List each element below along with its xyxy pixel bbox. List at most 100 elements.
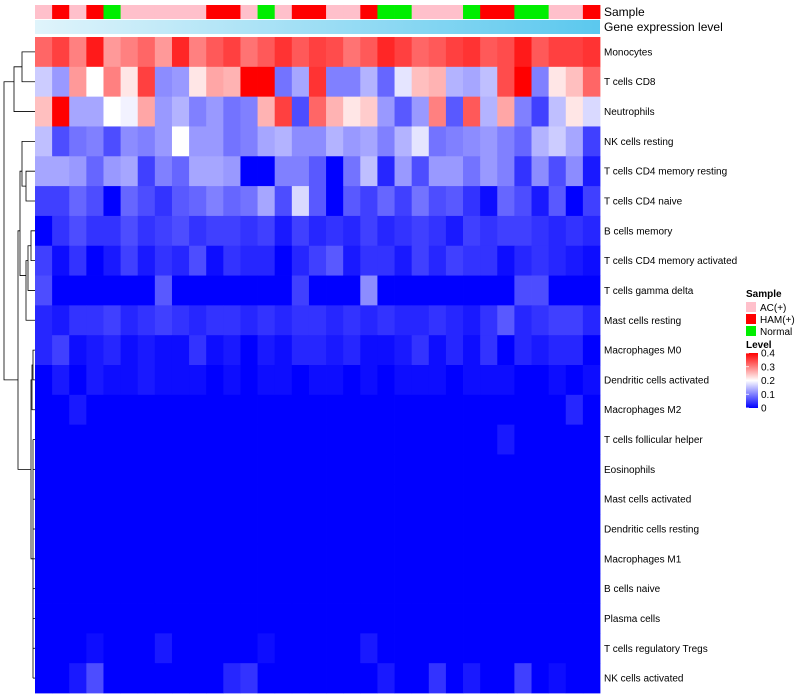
heatmap-cell bbox=[171, 663, 190, 694]
heatmap-cell bbox=[154, 186, 173, 217]
heatmap-cell bbox=[497, 96, 515, 127]
heatmap-cell bbox=[411, 543, 430, 575]
heatmap-cell bbox=[103, 245, 121, 276]
heatmap-cell bbox=[428, 305, 447, 336]
heatmap-cell bbox=[189, 424, 207, 455]
sample-cell-ac bbox=[274, 5, 293, 19]
heatmap-cell bbox=[514, 633, 532, 664]
heatmap-cell bbox=[445, 245, 464, 276]
sample-cell-ham bbox=[206, 5, 224, 19]
heatmap-cell bbox=[223, 126, 241, 157]
heatmap-cell bbox=[411, 365, 430, 396]
heatmap-cell bbox=[531, 126, 550, 157]
heatmap-cell bbox=[377, 66, 395, 98]
heatmap-cell bbox=[240, 245, 258, 276]
heatmap-cell bbox=[69, 215, 87, 247]
heatmap-cell bbox=[274, 394, 293, 426]
legend-sample: Sample AC(+)HAM(+)Normal bbox=[746, 289, 795, 338]
heatmap-cell bbox=[291, 186, 310, 217]
heatmap-cell bbox=[497, 633, 515, 664]
heatmap-cell bbox=[171, 633, 190, 664]
heatmap-cell bbox=[463, 663, 481, 694]
heatmap-cell bbox=[326, 186, 344, 217]
heatmap-cell bbox=[35, 603, 53, 634]
heatmap-cell bbox=[223, 215, 241, 247]
heatmap-cell bbox=[120, 633, 139, 664]
heatmap-cell bbox=[154, 543, 173, 575]
heatmap-cell bbox=[480, 603, 498, 634]
heatmap-cell bbox=[223, 245, 241, 276]
heatmap-cell bbox=[360, 66, 378, 98]
heatmap-cell bbox=[360, 454, 378, 485]
heatmap-cell bbox=[35, 186, 53, 217]
heatmap-cell bbox=[86, 156, 104, 187]
dendrogram-branch bbox=[17, 230, 31, 470]
heatmap-cell bbox=[326, 66, 344, 98]
heatmap-cell bbox=[308, 394, 327, 426]
heatmap-cell bbox=[103, 215, 121, 247]
heatmap-cell bbox=[137, 335, 156, 366]
heatmap-cell bbox=[411, 454, 430, 485]
heatmap-cell bbox=[497, 573, 515, 604]
heatmap-cell bbox=[240, 66, 258, 98]
heatmap-cell bbox=[445, 275, 464, 306]
heatmap-cell bbox=[360, 335, 378, 366]
heatmap-cell bbox=[343, 454, 361, 485]
heatmap-cell bbox=[463, 305, 481, 336]
heatmap-cell bbox=[445, 663, 464, 694]
heatmap-cell bbox=[360, 215, 378, 247]
heatmap-cell bbox=[548, 573, 567, 604]
heatmap-cell bbox=[69, 514, 87, 545]
heatmap-cell bbox=[171, 573, 190, 604]
heatmap-cell bbox=[377, 37, 395, 68]
heatmap-cell bbox=[257, 514, 276, 545]
heatmap-cell bbox=[240, 365, 258, 396]
sample-cell-ac bbox=[171, 5, 190, 19]
heatmap-cell bbox=[326, 663, 344, 694]
heatmap-cell bbox=[189, 96, 207, 127]
heatmap-cell bbox=[480, 365, 498, 396]
heatmap-cell bbox=[308, 126, 327, 157]
heatmap-cell bbox=[240, 96, 258, 127]
heatmap-cell bbox=[223, 603, 241, 634]
heatmap-cell bbox=[257, 215, 276, 247]
heatmap-cell bbox=[86, 633, 104, 664]
heatmap-cell bbox=[480, 514, 498, 545]
heatmap-cell bbox=[565, 215, 584, 247]
heatmap-cell bbox=[308, 603, 327, 634]
heatmap-cell bbox=[582, 186, 601, 217]
heatmap-cell bbox=[120, 663, 139, 694]
heatmap-cell bbox=[257, 543, 276, 575]
heatmap-cell bbox=[463, 365, 481, 396]
heatmap-cell bbox=[137, 543, 156, 575]
annotation-label-expression: Gene expression level bbox=[604, 20, 723, 34]
heatmap-cell bbox=[257, 424, 276, 455]
heatmap-cell bbox=[343, 305, 361, 336]
dendrogram-branch bbox=[3, 81, 18, 381]
heatmap-cell bbox=[582, 245, 601, 276]
heatmap-cell bbox=[377, 454, 395, 485]
heatmap-cell bbox=[548, 186, 567, 217]
heatmap-cell bbox=[86, 543, 104, 575]
heatmap-cell bbox=[240, 126, 258, 157]
heatmap-cell bbox=[360, 484, 378, 515]
heatmap-cell bbox=[206, 186, 224, 217]
heatmap-cell bbox=[52, 305, 70, 336]
heatmap-cell bbox=[171, 454, 190, 485]
heatmap-cell bbox=[377, 424, 395, 455]
heatmap-cell bbox=[52, 66, 70, 98]
heatmap-cell bbox=[565, 96, 584, 127]
heatmap-cell bbox=[480, 573, 498, 604]
sample-cell-ham bbox=[308, 5, 327, 19]
heatmap-cell bbox=[223, 424, 241, 455]
sample-cell-ac bbox=[189, 5, 207, 19]
sample-cell-normal bbox=[377, 5, 395, 19]
heatmap-cell bbox=[171, 245, 190, 276]
heatmap-cell bbox=[223, 663, 241, 694]
heatmap-cell bbox=[240, 424, 258, 455]
heatmap-cell bbox=[52, 484, 70, 515]
heatmap-cell bbox=[514, 454, 532, 485]
heatmap-cell bbox=[411, 96, 430, 127]
heatmap-cell bbox=[514, 186, 532, 217]
heatmap-cell bbox=[326, 633, 344, 664]
